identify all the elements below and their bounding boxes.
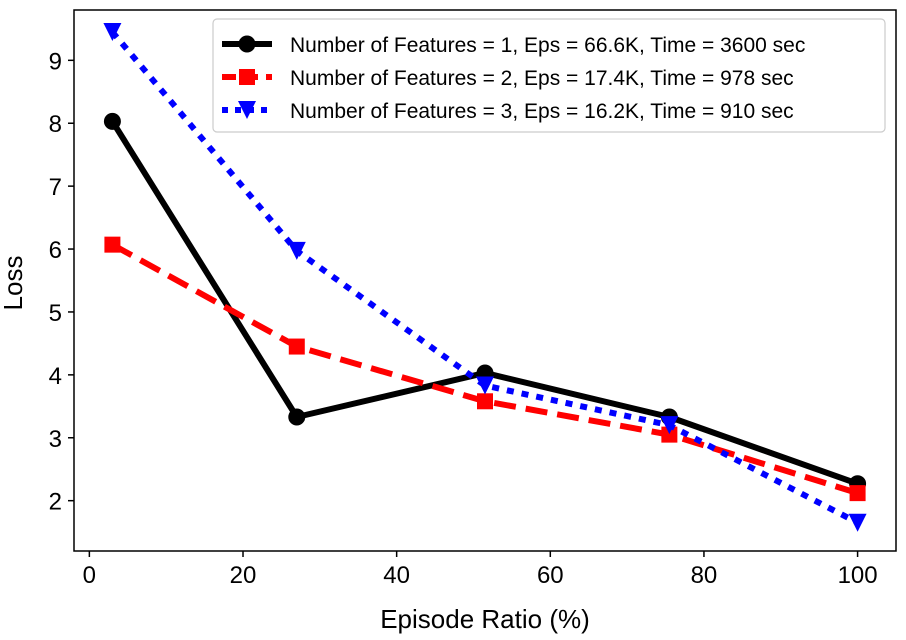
x-tick-label: 60 [537,562,564,589]
series-layer [103,23,867,532]
y-tick-label: 9 [49,48,62,75]
data-point [287,241,306,260]
x-tick-label: 20 [230,562,257,589]
y-tick-label: 5 [49,300,62,327]
x-axis-title: Episode Ratio (%) [380,604,590,634]
y-tick-label: 6 [49,237,62,264]
series-line [110,242,859,496]
legend-label: Number of Features = 3, Eps = 16.2K, Tim… [290,100,794,123]
x-axis-ticks: 0 20 40 60 80 100 [83,551,878,589]
x-tick-label: 80 [691,562,718,589]
series-line [109,119,859,487]
x-tick-label: 40 [383,562,410,589]
data-point [661,426,678,443]
plot-area: 0 20 40 60 80 100 2 3 4 5 6 7 8 9 [49,9,897,589]
y-tick-label: 8 [49,111,62,138]
data-point [288,408,306,426]
plot-frame [73,9,897,552]
legend-frame [212,18,886,133]
data-point [660,416,679,435]
data-point [849,485,866,502]
x-tick-label: 100 [838,562,878,589]
y-axis-ticks: 2 3 4 5 6 7 8 9 [49,48,74,516]
legend: Number of Features = 1, Eps = 66.6K, Tim… [212,18,886,133]
y-tick-label: 2 [49,489,62,516]
y-tick-label: 4 [49,363,62,390]
data-point [848,513,867,532]
legend-marker [238,101,256,119]
data-point [476,376,494,395]
data-point [477,393,493,410]
y-tick-label: 7 [49,174,62,201]
series-2 [104,236,866,502]
data-point [104,236,121,253]
series-3 [103,23,867,532]
legend-marker [238,35,256,53]
data-point [103,112,121,130]
series-1 [103,112,867,493]
y-tick-label: 3 [49,426,62,453]
legend-label: Number of Features = 2, Eps = 17.4K, Tim… [290,67,794,90]
legend-label: Number of Features = 1, Eps = 66.6K, Tim… [290,34,805,57]
y-axis-title: Loss [0,256,28,311]
data-point [103,23,122,42]
data-point [288,338,305,355]
legend-marker [239,69,255,85]
x-tick-label: 0 [83,562,96,589]
